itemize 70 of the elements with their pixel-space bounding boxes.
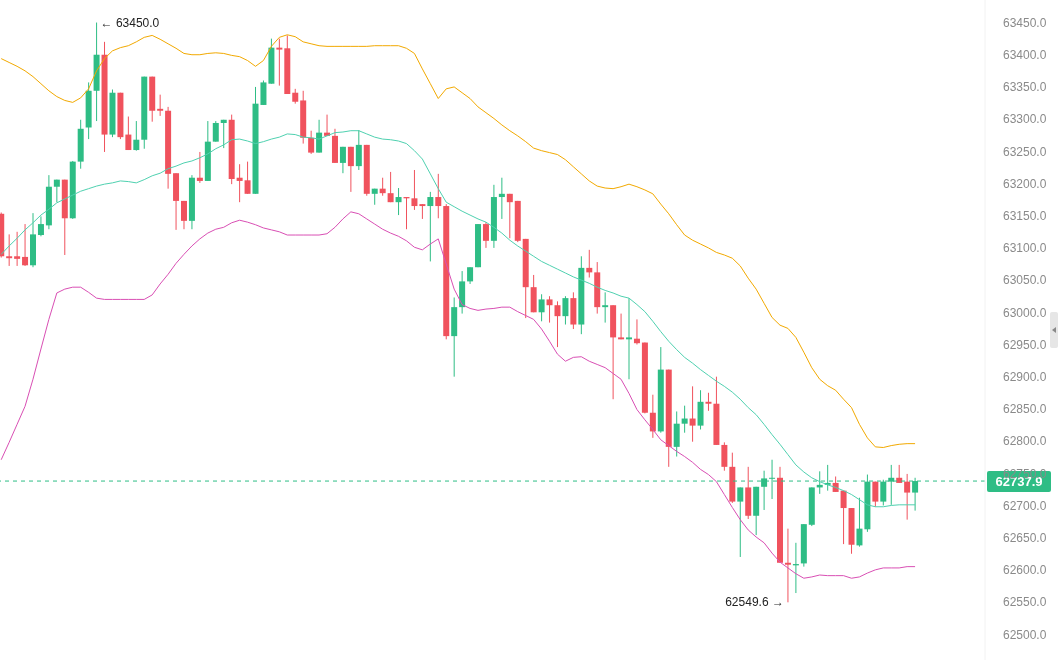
y-tick-label: 63150.0 <box>1003 208 1047 223</box>
candlestick <box>506 193 513 239</box>
y-tick-label: 62500.0 <box>1003 627 1047 642</box>
annotation: 62549.6 → <box>725 595 784 610</box>
candlestick <box>872 481 879 508</box>
candlestick <box>347 146 354 193</box>
y-tick-label: 62700.0 <box>1003 498 1047 513</box>
y-tick-label: 62800.0 <box>1003 434 1047 449</box>
y-tick-label: 63250.0 <box>1003 144 1047 159</box>
candlestick <box>538 293 545 322</box>
line-series <box>0 211 916 579</box>
candlestick <box>689 385 696 443</box>
candlestick <box>14 231 21 267</box>
candlestick <box>212 120 219 143</box>
candlestick <box>308 130 315 155</box>
candlestick <box>602 291 609 324</box>
candlestick <box>427 191 434 262</box>
y-tick-label: 63200.0 <box>1003 176 1047 191</box>
y-tick-label: 62950.0 <box>1003 337 1047 352</box>
candlestick <box>562 295 569 326</box>
y-tick-label: 63050.0 <box>1003 273 1047 288</box>
candlestick <box>220 119 227 149</box>
candlestick <box>157 94 164 117</box>
candlestick <box>721 441 728 472</box>
candlestick <box>180 200 187 230</box>
candlestick <box>133 120 140 152</box>
candlestick <box>411 169 418 211</box>
candlestick <box>37 215 44 237</box>
candlestick <box>244 161 251 195</box>
y-tick-label: 63300.0 <box>1003 112 1047 127</box>
candlestick <box>554 300 561 348</box>
y-tick-label: 62550.0 <box>1003 595 1047 610</box>
candlestick <box>6 233 13 267</box>
candlestick <box>482 221 489 249</box>
y-tick-label: 62850.0 <box>1003 402 1047 417</box>
candlestick <box>705 392 712 412</box>
candlestick <box>626 297 633 380</box>
candlestick <box>737 486 744 558</box>
y-tick-label: 62900.0 <box>1003 369 1047 384</box>
candlestick <box>316 119 323 154</box>
y-tick-label: 63400.0 <box>1003 47 1047 62</box>
candlestick <box>236 163 243 203</box>
candlestick <box>276 38 283 87</box>
candlestick <box>22 223 29 267</box>
candlestick <box>435 173 442 219</box>
candlestick <box>856 497 863 548</box>
annotation: ← 63450.0 <box>100 15 160 30</box>
y-tick-label: 62650.0 <box>1003 530 1047 545</box>
candlestick <box>697 389 704 430</box>
candlestick <box>681 405 688 434</box>
candlestick <box>498 177 505 220</box>
y-tick-label: 62600.0 <box>1003 563 1047 578</box>
y-tick-label: 63450.0 <box>1003 15 1047 30</box>
y-tick-label: 63000.0 <box>1003 305 1047 320</box>
candlestick <box>904 473 911 521</box>
candlestick <box>125 116 132 151</box>
candlestick <box>618 313 625 340</box>
y-tick-label: 63350.0 <box>1003 80 1047 95</box>
line-series <box>0 34 916 449</box>
candlestick <box>395 187 402 216</box>
candlestick <box>196 151 203 184</box>
candlestick <box>387 171 394 203</box>
candlestick <box>840 490 847 545</box>
candlestick <box>355 129 362 171</box>
candlestick <box>546 295 553 324</box>
candlestick <box>784 528 791 603</box>
y-tick-label: 63100.0 <box>1003 241 1047 256</box>
line-series <box>0 130 916 508</box>
candlestick <box>673 410 680 458</box>
candlestick <box>339 146 346 174</box>
